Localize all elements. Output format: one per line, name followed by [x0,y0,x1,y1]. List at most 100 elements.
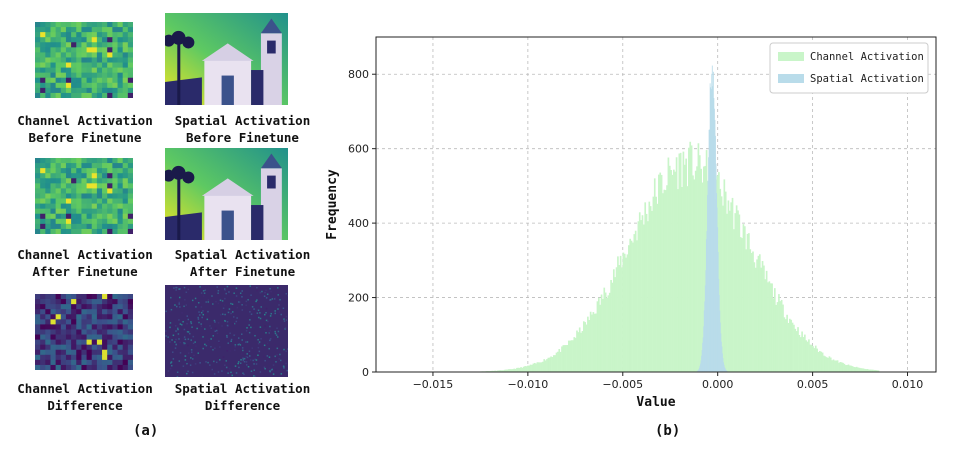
noise-pixel [247,299,249,301]
heatmap-cell [50,329,57,335]
heatmap-cell [112,62,118,68]
histogram-bar [701,355,702,372]
heatmap-cell [127,304,133,310]
spatial-activation-difference-image [165,285,288,377]
heatmap-cell [71,314,77,320]
heatmap-cell [127,72,133,79]
bell-tower [260,33,282,105]
heatmap-cell [102,67,108,74]
heatmap-cell [55,203,62,210]
heatmap-cell [55,228,62,234]
histogram-bar [573,337,576,372]
heatmap-cell [40,349,46,356]
heatmap-cell [71,188,77,194]
heatmap-cell [45,203,51,210]
heatmap-cell [127,158,133,164]
histogram-bar [776,302,779,372]
histogram-bar [498,370,501,372]
heatmap-cell [35,198,41,204]
heatmap-cell [112,168,118,174]
heatmap-cell [122,77,129,84]
spatial-activation-bars [696,65,730,373]
noise-pixel [266,293,269,296]
heatmap-cell [60,203,67,210]
heatmap-cell [35,314,41,320]
noise-pixel [264,359,266,362]
histogram-bar [756,259,758,372]
heatmap-cell [102,57,108,63]
heatmap-cell [102,62,108,68]
y-tick-label: 400 [348,217,369,230]
noise-pixel [269,299,271,301]
heatmap-cell [50,178,57,184]
histogram-bar [712,71,714,372]
noise-pixel [221,370,223,372]
histogram-bar [724,191,727,372]
histogram-bar [582,321,585,372]
heatmap-cell [60,37,67,43]
heatmap-cell [55,82,62,89]
heatmap-cell [81,309,87,315]
histogram-bar [808,339,810,372]
histogram-bar [655,196,657,372]
histogram-bar [495,370,498,372]
heatmap-cell [127,42,133,48]
noise-pixel [170,296,172,299]
heatmap-cell [76,314,82,320]
histogram-bar [652,196,655,372]
histogram-bar [716,207,718,372]
heatmap-cell [40,67,46,74]
noise-pixel [200,325,203,328]
heatmap-cell [50,364,57,370]
noise-pixel [179,306,181,308]
heatmap-cell [71,218,77,225]
heatmap-cell [60,198,67,204]
noise-pixel [211,295,213,297]
heatmap-cell [35,32,41,38]
heatmap-cell [112,309,118,315]
histogram-bar [724,368,726,372]
heatmap-cell [81,349,87,356]
histogram-bar [610,279,612,372]
heatmap-cell [81,72,87,79]
noise-pixel [230,340,232,343]
noise-pixel [263,344,266,347]
heatmap-cell [81,57,87,63]
noise-pixel [274,344,276,346]
channel-activation-before-heatmap [35,22,133,98]
heatmap-cell [96,218,103,225]
histogram-bar [562,345,565,372]
histogram-bar [718,294,720,372]
histogram-bar [644,202,647,372]
noise-pixel [194,297,197,300]
heatmap-cell [65,27,72,33]
noise-pixel [265,311,267,314]
noise-pixel [265,289,267,292]
noise-pixel [238,301,240,303]
heatmap-cell [65,354,72,361]
heatmap-cell [102,334,108,340]
heatmap-cell [91,304,98,310]
heatmap-cell [35,213,41,220]
noise-pixel [190,322,193,325]
noise-pixel [199,362,201,364]
heatmap-cell [60,228,67,234]
heatmap-cell [40,193,46,199]
noise-pixel [234,365,237,367]
heatmap-cell [81,213,87,220]
histogram-bar [509,369,511,372]
heatmap-cell [65,52,72,58]
noise-pixel [283,320,286,322]
noise-pixel [265,293,267,296]
heatmap-cell [91,27,98,33]
lamp-post [177,36,181,105]
noise-pixel [261,290,263,293]
heatmap-cell [122,349,129,356]
heatmap-cell [112,349,118,356]
histogram-bar [829,357,832,372]
heatmap-cell [86,67,93,74]
heatmap-cell [122,22,129,28]
heatmap-cell [107,349,113,356]
heatmap-cell [60,354,67,361]
heatmap-cell [102,32,108,38]
